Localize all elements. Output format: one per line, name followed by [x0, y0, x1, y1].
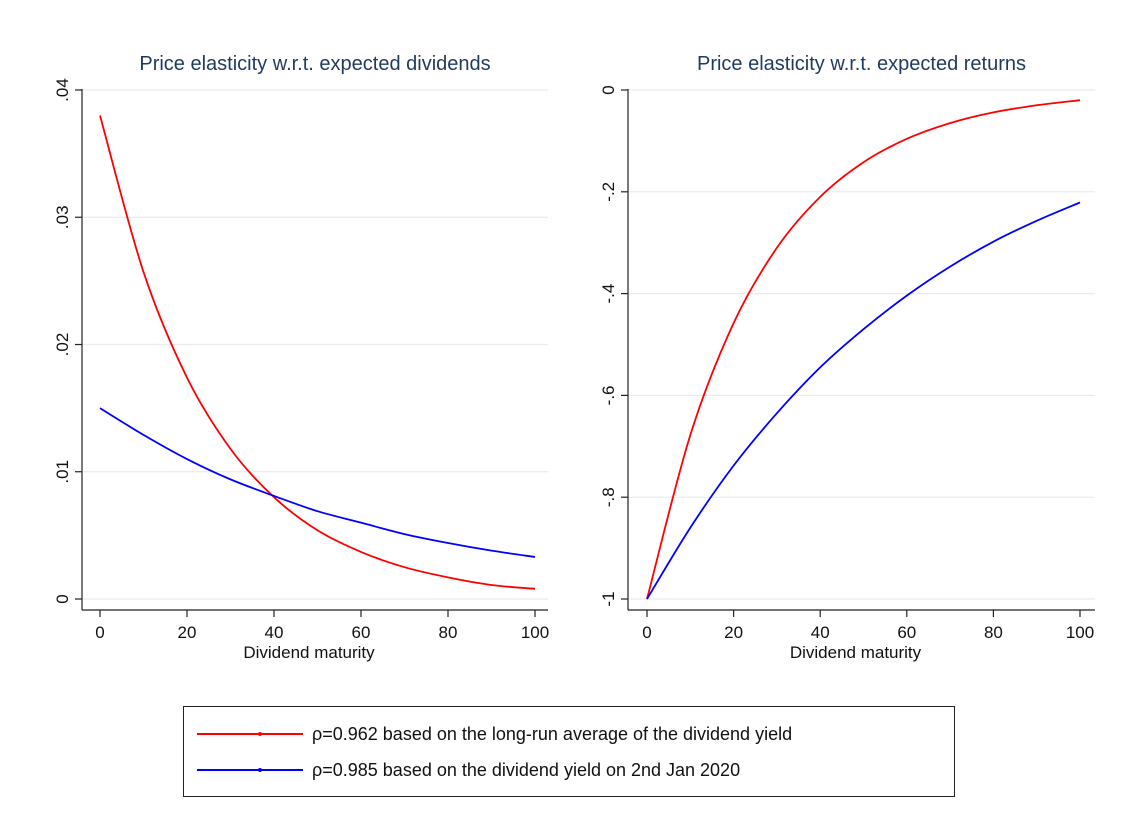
legend-label-blue: ρ=0.985 based on the dividend yield on 2… — [312, 759, 741, 780]
panel1-y-tick-label-1: .01 — [53, 460, 72, 484]
panel2-x-tick-label-1: 20 — [724, 623, 743, 642]
panel1-x-tick-label-0: 0 — [95, 623, 104, 642]
panel1-series-blue-line — [99, 407, 536, 558]
panel2-x-tick-label-2: 40 — [811, 623, 830, 642]
panel2-y-tick-label-2: -.6 — [599, 385, 618, 405]
panel2-x-tick-label-0: 0 — [642, 623, 651, 642]
panel2-y-tick-label-3: -.4 — [599, 284, 618, 304]
panel2-title: Price elasticity w.r.t. expected returns — [697, 53, 1026, 75]
panel1-x-tick-label-5: 100 — [521, 623, 549, 642]
panel1-y-tick-label-0: 0 — [53, 594, 72, 603]
legend-line-blue — [197, 768, 303, 772]
panel2-series-red-line — [646, 99, 1081, 600]
chart-legend: ρ=0.962 based on the long-run average of… — [183, 706, 955, 797]
panel2-y-tick-label-1: -.8 — [599, 487, 618, 507]
legend-label-red: ρ=0.962 based on the long-run average of… — [312, 723, 793, 744]
panel2-x-tick-label-3: 60 — [897, 623, 916, 642]
panel1-title: Price elasticity w.r.t. expected dividen… — [139, 53, 490, 75]
panel1-x-tick-label-4: 80 — [439, 623, 458, 642]
panel1-x-tick-label-1: 20 — [178, 623, 197, 642]
panel1-series-red-line — [99, 115, 536, 590]
panel2-x-axis-label: Dividend maturity — [790, 643, 922, 662]
panel2-y-tick-label-5: 0 — [599, 85, 618, 94]
panel1-y-tick-label-4: .04 — [53, 78, 72, 102]
panel2-y-tick-label-0: -1 — [599, 591, 618, 606]
panel2-y-tick-label-4: -.2 — [599, 182, 618, 202]
panel2-series-blue-line — [646, 201, 1081, 600]
panel2-x-tick-label-5: 100 — [1066, 623, 1094, 642]
panel2-x-tick-label-4: 80 — [984, 623, 1003, 642]
panel1-y-tick-label-3: .03 — [53, 205, 72, 229]
panel1-x-tick-label-2: 40 — [265, 623, 284, 642]
panel1-y-tick-label-2: .02 — [53, 333, 72, 357]
legend-line-red — [197, 732, 303, 736]
panel1-x-tick-label-3: 60 — [352, 623, 371, 642]
panel1-x-axis-label: Dividend maturity — [243, 643, 375, 662]
